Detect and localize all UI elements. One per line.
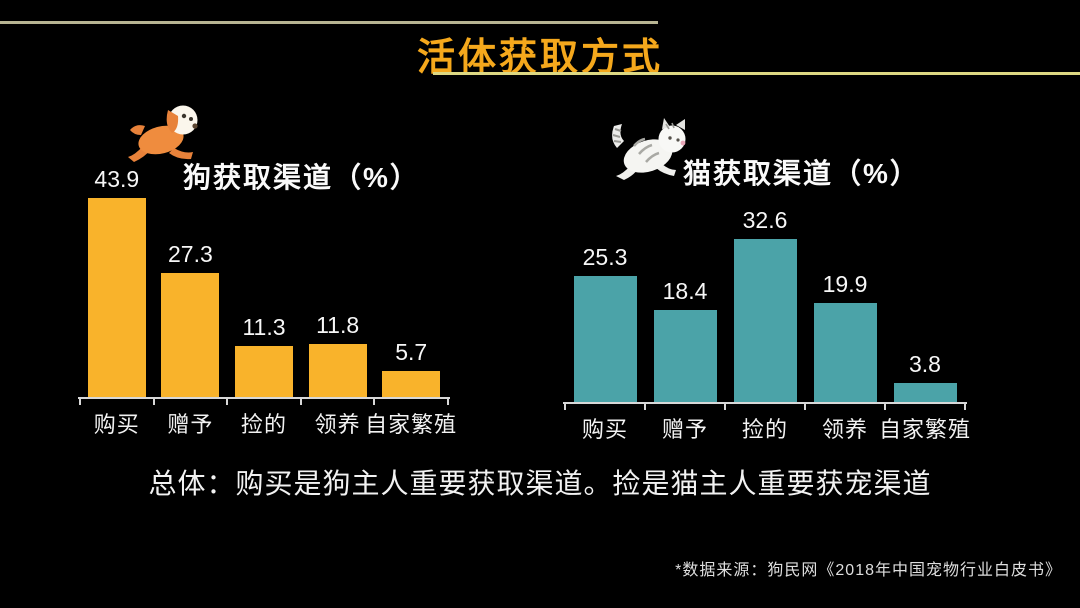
dog-chart-plot: 43.9 购买 27.3 赠予 11.3 捡的 11.8 领养 5.7 自家繁殖 (78, 166, 456, 437)
axis-tick (152, 397, 155, 405)
bar-捡的 (235, 345, 293, 397)
bar-value-label: 27.3 (168, 241, 213, 268)
title-underline-rule (433, 72, 1080, 75)
axis-tick (226, 397, 229, 405)
cat-chart-plot: 25.3 购买 18.4 赠予 32.6 捡的 19.9 领养 3.8 自家繁殖 (563, 202, 970, 442)
bar-领养 (308, 343, 367, 397)
category-label: 赠予 (167, 412, 214, 437)
bar-value-label: 11.8 (316, 311, 360, 338)
cat-chart-title: 猫获取渠道（%） (683, 158, 920, 189)
bar-value-label: 25.3 (582, 243, 628, 270)
axis-tick (373, 397, 376, 405)
category-label: 购买 (93, 412, 140, 437)
axis-tick (299, 397, 302, 405)
axis-tick (644, 402, 646, 410)
category-label: 购买 (581, 417, 628, 442)
bar-自家繁殖 (382, 371, 441, 397)
bar-value-label: 11.3 (242, 313, 286, 340)
data-source: *数据来源：狗民网《2018年中国宠物行业白皮书》 (675, 562, 1062, 579)
bar-value-label: 3.8 (909, 351, 941, 377)
axis-tick (79, 397, 81, 405)
bar-捡的 (733, 239, 797, 402)
axis-tick (964, 402, 966, 410)
dog-chart-title: 狗获取渠道（%） (183, 162, 420, 193)
axis-tick (804, 402, 806, 410)
axis-tick (447, 397, 449, 405)
dog-icon (126, 104, 202, 169)
category-label: 自家繁殖 (365, 412, 458, 437)
top-left-rule (0, 21, 658, 24)
category-label: 领养 (314, 412, 361, 437)
bar-自家繁殖 (893, 383, 957, 402)
bar-value-label: 18.4 (662, 278, 708, 304)
bar-value-label: 19.9 (822, 270, 868, 297)
category-label: 自家繁殖 (878, 417, 971, 442)
axis-tick (564, 402, 566, 410)
x-axis (78, 397, 450, 399)
category-label: 捡的 (741, 417, 788, 442)
bar-购买 (87, 198, 146, 397)
bar-value-label: 43.9 (94, 166, 140, 193)
bar-领养 (813, 302, 877, 402)
axis-tick (724, 402, 726, 410)
bar-value-label: 5.7 (395, 339, 428, 366)
bar-购买 (573, 275, 637, 402)
bar-赠予 (653, 310, 717, 402)
bar-赠予 (161, 273, 220, 397)
axis-tick (884, 402, 886, 410)
category-label: 赠予 (661, 417, 708, 442)
cat-icon (608, 116, 692, 187)
bar-value-label: 32.6 (742, 207, 788, 233)
category-label: 领养 (821, 417, 868, 442)
x-axis (563, 402, 967, 404)
summary-text: 总体：购买是狗主人重要获取渠道。捡是猫主人重要获宠渠道 (148, 468, 932, 499)
category-label: 捡的 (240, 412, 287, 437)
